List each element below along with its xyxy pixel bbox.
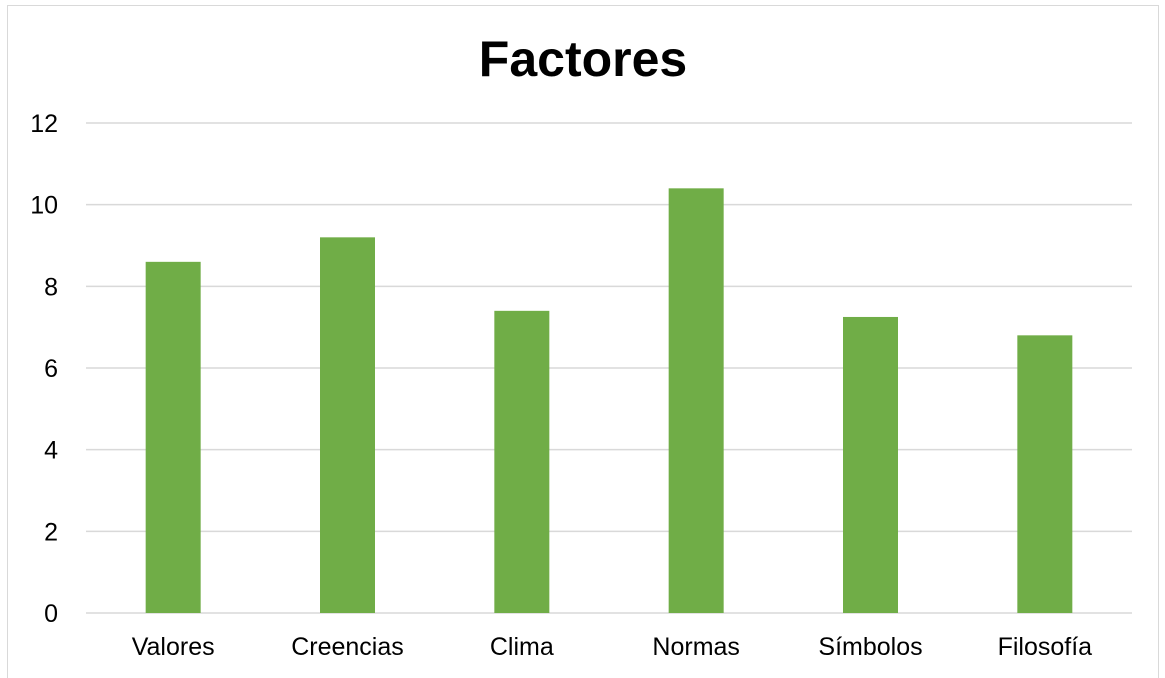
x-tick-label: Valores [132,633,215,661]
bar-valores [145,261,201,613]
y-tick-label: 8 [44,273,58,301]
y-tick-label: 10 [30,192,58,220]
bars [145,188,1073,614]
x-tick-label: Clima [490,633,554,661]
y-axis-ticks: 0 2 4 6 8 10 12 [30,110,58,628]
x-tick-label: Creencias [291,633,404,661]
gridlines [86,122,1132,614]
bar-clima [494,310,550,613]
x-tick-label: Normas [652,633,740,661]
y-tick-label: 12 [30,110,58,138]
bar-símbolos [843,316,898,613]
x-tick-label: Filosofía [998,633,1093,661]
bar-creencias [320,237,375,614]
bar-filosofía [1017,335,1073,613]
y-tick-label: 6 [44,355,58,383]
y-tick-label: 2 [44,518,58,546]
y-tick-label: 0 [44,600,58,628]
bar-normas [668,188,724,614]
chart-title: Factores [479,31,687,87]
x-axis-ticks: Valores Creencias Clima Normas Símbolos Filos… [132,633,1092,661]
x-tick-label: Símbolos [818,633,922,661]
y-tick-label: 4 [44,437,58,465]
